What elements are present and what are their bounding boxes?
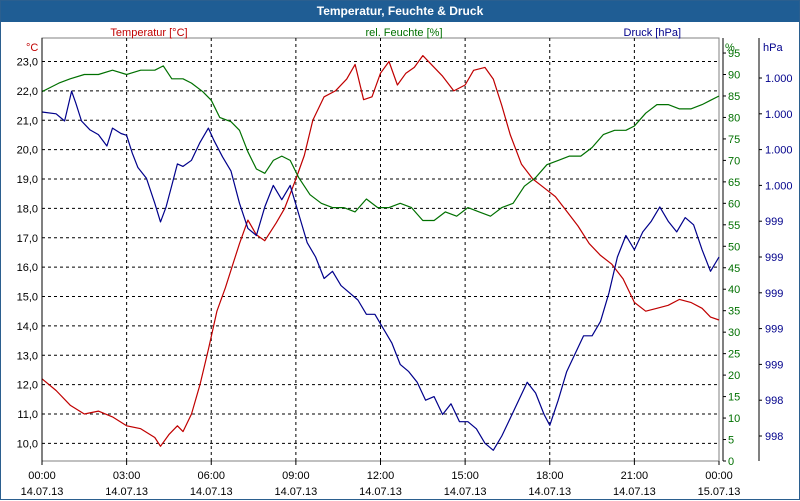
x-tick-time: 03:00 xyxy=(113,470,141,482)
humidity-tick-label: 50 xyxy=(728,241,740,253)
humidity-tick-label: 90 xyxy=(728,70,740,82)
x-tick-date: 14.07.13 xyxy=(190,486,233,498)
gridlines xyxy=(41,37,720,462)
pressure-series-line xyxy=(41,90,720,451)
humidity-tick-label: 10 xyxy=(728,413,740,425)
temperature-tick-label: 10,0 xyxy=(17,438,38,450)
x-tick-time: 06:00 xyxy=(197,470,225,482)
humidity-tick-label: 25 xyxy=(728,349,740,361)
pressure-tick-label: 1.000 xyxy=(765,73,793,85)
humidity-tick-label: 70 xyxy=(728,155,740,167)
x-tick-time: 15:00 xyxy=(451,470,479,482)
pressure-tick-label: 1.000 xyxy=(765,109,793,121)
temperature-tick-label: 21,0 xyxy=(17,115,38,127)
humidity-tick-label: 60 xyxy=(728,198,740,210)
humidity-tick-label: 75 xyxy=(728,134,740,146)
pressure-axis-unit: hPa xyxy=(763,42,783,54)
x-tick-date: 14.07.13 xyxy=(444,486,487,498)
pressure-tick-label: 999 xyxy=(765,359,783,371)
pressure-tick-label: 1.000 xyxy=(765,145,793,157)
humidity-tick-label: 15 xyxy=(728,392,740,404)
x-tick-date: 14.07.13 xyxy=(613,486,656,498)
pressure-tick-label: 998 xyxy=(765,395,783,407)
humidity-tick-label: 40 xyxy=(728,284,740,296)
temperature-tick-label: 14,0 xyxy=(17,321,38,333)
temperature-axis-unit: °C xyxy=(26,42,38,54)
pressure-tick-label: 999 xyxy=(765,324,783,336)
x-tick-date: 14.07.13 xyxy=(105,486,148,498)
temperature-tick-label: 12,0 xyxy=(17,380,38,392)
temperature-series-line xyxy=(41,55,720,447)
temperature-tick-label: 19,0 xyxy=(17,174,38,186)
humidity-tick-label: 5 xyxy=(728,435,734,447)
pressure-tick-label: 999 xyxy=(765,216,783,228)
temperature-tick-label: 17,0 xyxy=(17,233,38,245)
x-tick-time: 00:00 xyxy=(28,470,56,482)
temperature-series-label: Temperatur [°C] xyxy=(110,27,187,39)
pressure-series-label: Druck [hPa] xyxy=(624,27,681,39)
x-tick-date: 14.07.13 xyxy=(274,486,317,498)
x-tick-date: 14.07.13 xyxy=(21,486,64,498)
humidity-tick-label: 30 xyxy=(728,327,740,339)
humidity-tick-label: 80 xyxy=(728,112,740,124)
axes: 10,0 11,0 12,0 13,0 14,0 15,0 16,0 17,0 18,0 19,0… xyxy=(17,27,793,498)
humidity-tick-label: 45 xyxy=(728,263,740,275)
humidity-tick-label: 0 xyxy=(728,456,734,468)
x-tick-time: 09:00 xyxy=(282,470,310,482)
pressure-tick-label: 998 xyxy=(765,431,783,443)
humidity-tick-label: 20 xyxy=(728,370,740,382)
humidity-tick-label: 65 xyxy=(728,177,740,189)
pressure-tick-label: 999 xyxy=(765,288,783,300)
temperature-tick-label: 23,0 xyxy=(17,57,38,69)
x-tick-time: 12:00 xyxy=(367,470,395,482)
x-tick-time: 18:00 xyxy=(536,470,564,482)
x-tick-date: 14.07.13 xyxy=(528,486,571,498)
humidity-tick-label: 35 xyxy=(728,306,740,318)
temperature-tick-label: 20,0 xyxy=(17,145,38,157)
humidity-tick-label: 95 xyxy=(728,48,740,60)
temperature-tick-label: 15,0 xyxy=(17,292,38,304)
humidity-tick-label: 55 xyxy=(728,220,740,232)
plot-lines xyxy=(41,55,720,451)
temperature-tick-label: 11,0 xyxy=(17,409,38,421)
humidity-series-label: rel. Feuchte [%] xyxy=(365,27,442,39)
x-tick-time: 21:00 xyxy=(621,470,649,482)
temperature-tick-label: 18,0 xyxy=(17,203,38,215)
temperature-tick-label: 22,0 xyxy=(17,86,38,98)
pressure-tick-label: 999 xyxy=(765,252,783,264)
humidity-series-line xyxy=(41,65,720,222)
x-tick-date: 14.07.13 xyxy=(359,486,402,498)
temperature-tick-label: 16,0 xyxy=(17,262,38,274)
chart-title: Temperatur, Feuchte & Druck xyxy=(1,1,799,22)
x-tick-time: 00:00 xyxy=(705,470,733,482)
temperature-tick-label: 13,0 xyxy=(17,350,38,362)
x-tick-date: 15.07.13 xyxy=(698,486,741,498)
humidity-axis-unit: % xyxy=(725,42,735,54)
humidity-tick-label: 85 xyxy=(728,91,740,103)
pressure-tick-label: 1.000 xyxy=(765,180,793,192)
